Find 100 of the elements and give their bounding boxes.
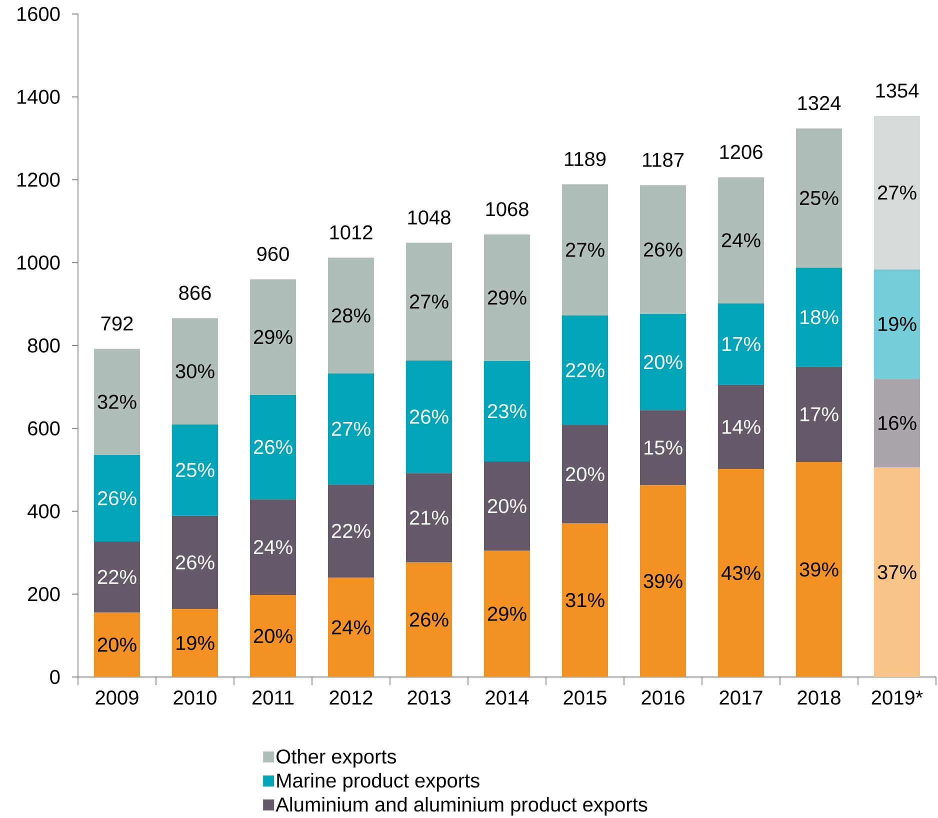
annotation: 20% bbox=[254, 628, 292, 644]
annotation: 29% bbox=[488, 290, 526, 305]
bar bbox=[874, 116, 920, 270]
annotation: 26% bbox=[644, 242, 682, 257]
x-tick-label: 2015 bbox=[564, 690, 606, 705]
x-tick-label: 2019* bbox=[872, 690, 923, 705]
annotation: 30% bbox=[176, 364, 214, 378]
x-tick-label: 2009 bbox=[96, 690, 138, 705]
annotation: 22% bbox=[566, 363, 604, 378]
bar bbox=[484, 462, 530, 551]
total-label: 1206 bbox=[720, 144, 762, 160]
bar bbox=[796, 128, 842, 268]
bar bbox=[640, 314, 686, 410]
annotation: 17% bbox=[800, 407, 838, 422]
bar bbox=[484, 234, 530, 361]
bar bbox=[328, 484, 374, 578]
annotation: 27% bbox=[410, 294, 448, 309]
annotation: 20% bbox=[98, 638, 136, 652]
bar bbox=[406, 242, 452, 360]
bar bbox=[562, 315, 608, 426]
annotation: 20% bbox=[488, 498, 526, 514]
bar bbox=[250, 499, 296, 595]
y-tick-label: 800 bbox=[28, 338, 60, 353]
bar bbox=[640, 410, 686, 486]
annotation: 26% bbox=[410, 612, 448, 627]
bar bbox=[328, 373, 374, 484]
bar bbox=[718, 177, 764, 304]
annotation: 19% bbox=[878, 316, 916, 332]
x-tick-label: 2017 bbox=[720, 690, 762, 705]
x-tick-label: 2016 bbox=[642, 690, 684, 705]
y-tick-label: 200 bbox=[28, 587, 60, 602]
annotation: 24% bbox=[332, 620, 370, 634]
total-label: 1012 bbox=[330, 225, 372, 240]
annotation: 31% bbox=[566, 593, 604, 608]
bar bbox=[328, 258, 374, 374]
bar bbox=[562, 184, 608, 316]
legend-label: Aluminium and aluminium product exports bbox=[276, 796, 648, 816]
bar bbox=[406, 360, 452, 474]
annotation: 24% bbox=[722, 233, 760, 248]
bar bbox=[94, 541, 140, 612]
bar bbox=[94, 612, 140, 677]
bar bbox=[640, 185, 686, 314]
legend-label: Marine product exports bbox=[277, 772, 480, 792]
annotation: 19% bbox=[176, 636, 214, 650]
y-tick-label: 1400 bbox=[18, 90, 60, 104]
bar bbox=[484, 550, 530, 677]
annotation: 18% bbox=[800, 310, 838, 324]
bar bbox=[796, 366, 842, 462]
bar bbox=[172, 424, 218, 516]
annotation: 22% bbox=[98, 570, 136, 584]
annotation: 20% bbox=[644, 354, 682, 370]
x-tick-label: 2014 bbox=[486, 690, 529, 705]
annotation: 22% bbox=[332, 524, 370, 538]
total-label: 1324 bbox=[798, 96, 841, 110]
x-tick-label: 2012 bbox=[330, 690, 372, 705]
annotation: 26% bbox=[176, 555, 214, 570]
annotation: 39% bbox=[800, 562, 838, 577]
bar bbox=[172, 318, 218, 424]
bar bbox=[250, 594, 296, 677]
bar bbox=[796, 268, 842, 367]
bar bbox=[874, 269, 920, 379]
bar bbox=[94, 348, 140, 455]
total-label: 1354 bbox=[876, 84, 919, 98]
annotation: 24% bbox=[254, 540, 292, 554]
annotation: 27% bbox=[878, 186, 916, 200]
total-label: 866 bbox=[179, 286, 211, 300]
bar bbox=[484, 360, 530, 462]
bar bbox=[94, 454, 140, 542]
y-tick-label: 600 bbox=[28, 421, 60, 436]
bar bbox=[406, 473, 452, 562]
total-label: 792 bbox=[101, 316, 133, 331]
total-label: 960 bbox=[257, 246, 289, 262]
bar bbox=[796, 462, 842, 677]
annotation: 25% bbox=[176, 462, 214, 478]
y-tick-label: 400 bbox=[28, 504, 60, 518]
annotation: 17% bbox=[722, 337, 760, 352]
bar bbox=[172, 609, 218, 677]
annotation: 29% bbox=[254, 330, 292, 344]
annotation: 26% bbox=[410, 410, 448, 424]
annotation: 16% bbox=[878, 416, 916, 430]
total-label: 1068 bbox=[486, 202, 528, 216]
annotation: 32% bbox=[98, 394, 136, 409]
x-tick-label: 2013 bbox=[408, 690, 450, 705]
annotation: 27% bbox=[332, 422, 370, 436]
annotation: 23% bbox=[488, 404, 526, 418]
y-tick-label: 0 bbox=[50, 670, 60, 684]
x-tick-label: 2010 bbox=[174, 690, 216, 705]
annotation: 26% bbox=[98, 491, 136, 506]
annotation: 14% bbox=[722, 420, 760, 434]
bar bbox=[718, 303, 764, 385]
x-tick-label: 2018 bbox=[798, 690, 840, 705]
annotation: 28% bbox=[332, 308, 370, 323]
annotation: 29% bbox=[488, 606, 526, 621]
y-tick-label: 1000 bbox=[18, 256, 60, 270]
bar bbox=[874, 378, 920, 468]
bar bbox=[172, 516, 218, 610]
bar bbox=[250, 394, 296, 500]
bar bbox=[406, 562, 452, 677]
legend-label: Other exports bbox=[276, 748, 396, 768]
annotation: 15% bbox=[644, 440, 682, 455]
